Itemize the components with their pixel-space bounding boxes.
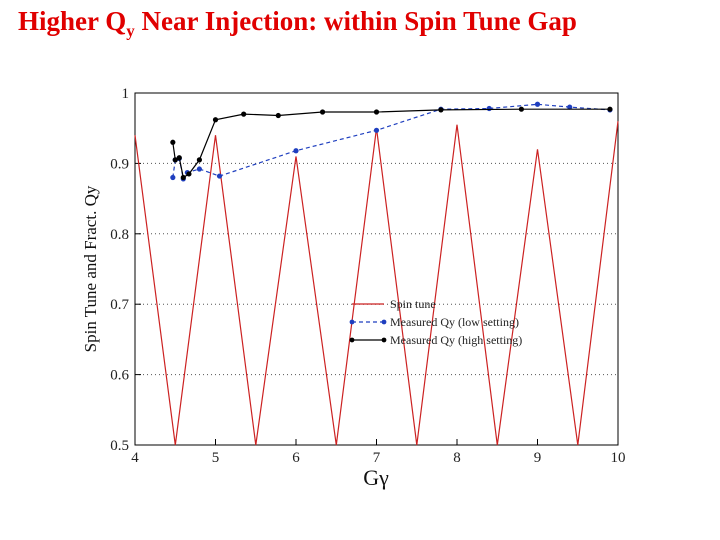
series-2-point-0 <box>170 139 176 145</box>
x-tick-label-6: 10 <box>611 450 626 466</box>
legend-marker-start-2 <box>349 337 355 343</box>
slide-title: Higher Qy Near Injection: within Spin Tu… <box>18 6 718 50</box>
y-tick-label-0: 0.5 <box>110 438 129 454</box>
series-1-point-11 <box>534 101 541 107</box>
grid-lines <box>135 162 618 376</box>
slide-title-subscript: y <box>126 21 135 41</box>
series-2-point-7 <box>241 111 247 117</box>
series-2-point-4 <box>186 171 192 177</box>
slide-title-main: Higher Q <box>18 6 127 36</box>
y-tick-label-2: 0.7 <box>110 297 129 313</box>
slide-title-rest: Near Injection: within Spin Tune Gap <box>134 6 577 36</box>
series-2-point-11 <box>438 107 444 113</box>
y-tick-label-4: 0.9 <box>110 156 129 172</box>
axis-ticks: 0.5 0.6 0.7 0.8 0.9 1 4 5 6 7 8 9 10 <box>110 86 625 466</box>
series-2-point-13 <box>607 106 613 112</box>
series-1-point-0 <box>170 174 176 181</box>
series-2-point-2 <box>176 155 182 161</box>
series-1-point-12 <box>567 104 573 110</box>
x-tick-label-3: 7 <box>373 450 381 466</box>
series-2-point-12 <box>518 106 525 112</box>
series-2-point-1 <box>172 157 178 163</box>
x-tick-label-2: 6 <box>292 450 300 466</box>
series-2-point-10 <box>373 109 380 115</box>
series-1-point-7 <box>293 148 299 154</box>
series-1-point-10 <box>486 105 492 112</box>
series-line-2 <box>172 108 610 179</box>
series-2-point-5 <box>196 157 202 163</box>
plot-area <box>134 92 619 446</box>
legend-label-0: Spin tune <box>390 297 436 311</box>
x-tick-label-1: 5 <box>212 450 220 466</box>
series-2-point-3 <box>180 174 186 181</box>
series-layer <box>134 101 619 446</box>
y-tick-label-1: 0.6 <box>110 368 129 384</box>
series-2 <box>170 106 613 181</box>
y-axis-label: Spin Tune and Fract. Qy <box>81 185 100 352</box>
x-tick-label-4: 8 <box>453 450 461 466</box>
legend-label-2: Measured Qy (high setting) <box>390 333 522 347</box>
legend-label-1: Measured Qy (low setting) <box>390 315 519 329</box>
x-tick-label-0: 4 <box>131 450 139 466</box>
series-2-point-6 <box>212 117 219 123</box>
x-axis-label: Gγ <box>363 465 389 490</box>
series-2-point-8 <box>275 112 281 119</box>
series-1-point-8 <box>373 127 380 133</box>
chart-legend: Spin tune Measured Qy (low setting) Measur… <box>349 297 522 347</box>
series-2-point-9 <box>319 109 326 115</box>
y-tick-label-5: 1 <box>122 86 130 102</box>
y-tick-label-3: 0.8 <box>110 227 129 243</box>
legend-marker-end-2 <box>381 337 387 343</box>
x-tick-label-5: 9 <box>534 450 542 466</box>
legend-marker-start-1 <box>349 319 355 325</box>
series-1-point-6 <box>216 173 223 179</box>
series-1-point-5 <box>196 166 202 172</box>
legend-marker-end-1 <box>381 319 387 325</box>
